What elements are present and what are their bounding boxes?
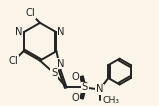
Text: N: N	[15, 27, 23, 37]
Text: S: S	[51, 68, 57, 78]
Text: S: S	[81, 82, 88, 92]
Text: O: O	[72, 93, 80, 103]
Text: N: N	[57, 27, 65, 37]
Text: N: N	[96, 84, 103, 94]
Text: CH₃: CH₃	[103, 96, 120, 105]
Text: O: O	[72, 72, 80, 82]
Text: Cl: Cl	[25, 8, 35, 18]
Text: Cl: Cl	[9, 56, 18, 66]
Text: N: N	[57, 59, 64, 69]
